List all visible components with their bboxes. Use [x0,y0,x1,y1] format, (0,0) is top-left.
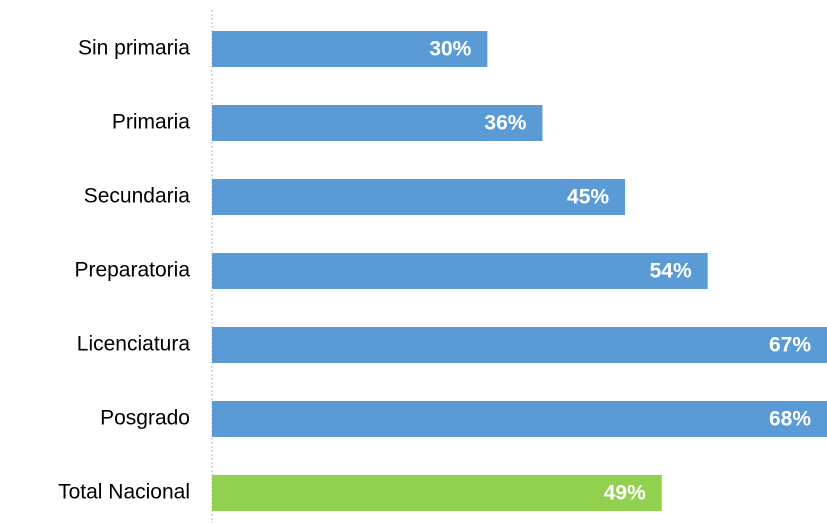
value-label: 68% [769,408,811,431]
value-label: 36% [484,112,526,135]
category-label: Preparatoria [74,259,190,282]
bar [212,179,626,215]
value-label: 45% [567,186,609,209]
bar [212,105,543,141]
value-label: 67% [769,334,811,357]
category-label: Sin primaria [78,37,190,60]
bar [212,327,827,363]
category-label: Total Nacional [58,481,190,504]
bar [212,475,662,511]
bar [212,401,827,437]
value-label: 54% [650,260,692,283]
category-label: Posgrado [100,407,190,430]
category-label: Secundaria [84,185,191,208]
category-label: Primaria [112,111,190,134]
bar [212,253,708,289]
bars: 30% 36% 45% 54% 67% 68% 49% [212,31,827,511]
value-label: 30% [429,38,471,61]
category-label: Licenciatura [77,333,191,356]
bar [212,31,488,67]
value-label: 49% [604,482,646,505]
